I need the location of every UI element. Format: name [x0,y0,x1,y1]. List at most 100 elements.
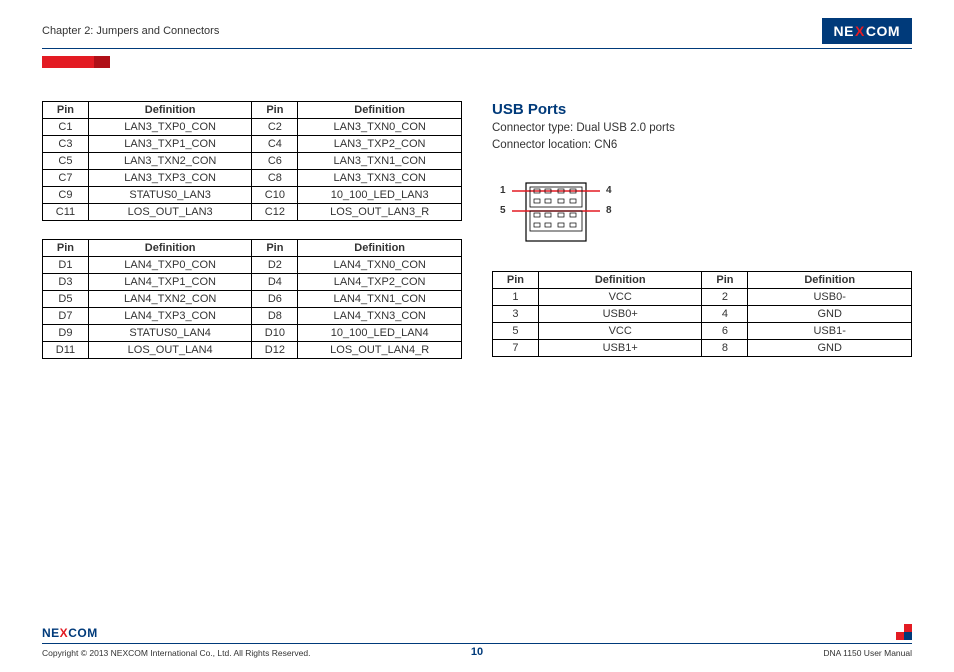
connector-location: Connector location: CN6 [492,137,912,154]
definition-cell: USB1- [748,323,912,340]
definition-cell: 10_100_LED_LAN3 [298,187,462,204]
accent-bar [42,55,912,73]
definition-cell: LAN4_TXP0_CON [88,257,252,274]
definition-cell: LAN4_TXN3_CON [298,308,462,325]
table-row: C1LAN3_TXP0_CONC2LAN3_TXN0_CON [43,119,462,136]
definition-cell: STATUS0_LAN3 [88,187,252,204]
table-row: D11LOS_OUT_LAN4D12LOS_OUT_LAN4_R [43,342,462,359]
definition-cell: LOS_OUT_LAN4_R [298,342,462,359]
diagram-label-4: 4 [606,185,612,196]
pin-cell: C7 [43,170,89,187]
diagram-label-1: 1 [500,185,506,196]
th-pin: Pin [43,102,89,119]
th-def: Definition [298,102,462,119]
table-row: C5LAN3_TXN2_CONC6LAN3_TXN1_CON [43,153,462,170]
brand-logo: NEXCOM [822,18,912,44]
manual-name: DNA 1150 User Manual [823,648,912,658]
table-row: D7LAN4_TXP3_COND8LAN4_TXN3_CON [43,308,462,325]
pin-cell: D4 [252,274,298,291]
footer-squares-icon [896,624,912,640]
definition-cell: LAN3_TXP2_CON [298,136,462,153]
definition-cell: VCC [538,289,702,306]
pin-cell: 6 [702,323,748,340]
definition-cell: USB1+ [538,340,702,357]
table-row: C9STATUS0_LAN3C1010_100_LED_LAN3 [43,187,462,204]
pin-cell: C8 [252,170,298,187]
definition-cell: LAN4_TXP1_CON [88,274,252,291]
pin-cell: 7 [493,340,539,357]
pin-table-d: Pin Definition Pin Definition D1LAN4_TXP… [42,239,462,359]
definition-cell: LAN3_TXN0_CON [298,119,462,136]
page-header: Chapter 2: Jumpers and Connectors NEXCOM [42,18,912,49]
pin-cell: D6 [252,291,298,308]
pin-cell: C6 [252,153,298,170]
definition-cell: LAN4_TXP3_CON [88,308,252,325]
pin-cell: C3 [43,136,89,153]
diagram-label-8: 8 [606,205,612,216]
th-def: Definition [88,102,252,119]
pin-cell: C11 [43,204,89,221]
definition-cell: LAN4_TXN2_CON [88,291,252,308]
table-row: D1LAN4_TXP0_COND2LAN4_TXN0_CON [43,257,462,274]
logo-text-post: COM [866,23,900,39]
pin-cell: C2 [252,119,298,136]
section-title-usb: USB Ports [492,101,912,118]
pin-cell: C10 [252,187,298,204]
definition-cell: USB0- [748,289,912,306]
definition-cell: 10_100_LED_LAN4 [298,325,462,342]
page-number: 10 [471,646,483,658]
definition-cell: LAN3_TXP3_CON [88,170,252,187]
table-row: C7LAN3_TXP3_CONC8LAN3_TXN3_CON [43,170,462,187]
pin-cell: 5 [493,323,539,340]
definition-cell: LAN3_TXN1_CON [298,153,462,170]
pin-cell: D7 [43,308,89,325]
definition-cell: LAN3_TXP0_CON [88,119,252,136]
th-def: Definition [88,240,252,257]
pin-cell: C4 [252,136,298,153]
th-pin: Pin [43,240,89,257]
pin-cell: C9 [43,187,89,204]
definition-cell: LAN4_TXN0_CON [298,257,462,274]
pin-cell: 8 [702,340,748,357]
definition-cell: LOS_OUT_LAN3_R [298,204,462,221]
pin-table-c: Pin Definition Pin Definition C1LAN3_TXP… [42,101,462,221]
definition-cell: LOS_OUT_LAN3 [88,204,252,221]
th-def: Definition [748,272,912,289]
th-pin: Pin [252,240,298,257]
definition-cell: LAN4_TXP2_CON [298,274,462,291]
definition-cell: LAN4_TXN1_CON [298,291,462,308]
definition-cell: USB0+ [538,306,702,323]
copyright-text: Copyright © 2013 NEXCOM International Co… [42,648,310,658]
diagram-label-5: 5 [500,205,506,216]
pin-cell: 1 [493,289,539,306]
pin-table-usb: Pin Definition Pin Definition 1VCC2USB0-… [492,271,912,357]
definition-cell: GND [748,340,912,357]
pin-cell: D12 [252,342,298,359]
table-row: 3USB0+4GND [493,306,912,323]
table-row: D3LAN4_TXP1_COND4LAN4_TXP2_CON [43,274,462,291]
chapter-title: Chapter 2: Jumpers and Connectors [42,25,219,37]
footer-logo: NEXCOM [42,626,98,640]
pin-cell: D1 [43,257,89,274]
table-row: 5VCC6USB1- [493,323,912,340]
definition-cell: LOS_OUT_LAN4 [88,342,252,359]
pin-cell: 2 [702,289,748,306]
table-row: C3LAN3_TXP1_CONC4LAN3_TXP2_CON [43,136,462,153]
definition-cell: GND [748,306,912,323]
usb-connector-diagram: 1 4 5 8 [500,177,620,247]
right-column: USB Ports Connector type: Dual USB 2.0 p… [492,101,912,377]
pin-cell: D2 [252,257,298,274]
left-column: Pin Definition Pin Definition C1LAN3_TXP… [42,101,462,377]
th-pin: Pin [493,272,539,289]
pin-cell: 3 [493,306,539,323]
logo-text-x: X [854,23,866,39]
table-row: D9STATUS0_LAN4D1010_100_LED_LAN4 [43,325,462,342]
definition-cell: VCC [538,323,702,340]
logo-text-pre: NE [834,23,854,39]
page-footer: NEXCOM Copyright © 2013 NEXCOM Internati… [42,624,912,658]
table-row: 1VCC2USB0- [493,289,912,306]
pin-cell: C1 [43,119,89,136]
pin-cell: D9 [43,325,89,342]
connector-type: Connector type: Dual USB 2.0 ports [492,120,912,137]
th-pin: Pin [252,102,298,119]
